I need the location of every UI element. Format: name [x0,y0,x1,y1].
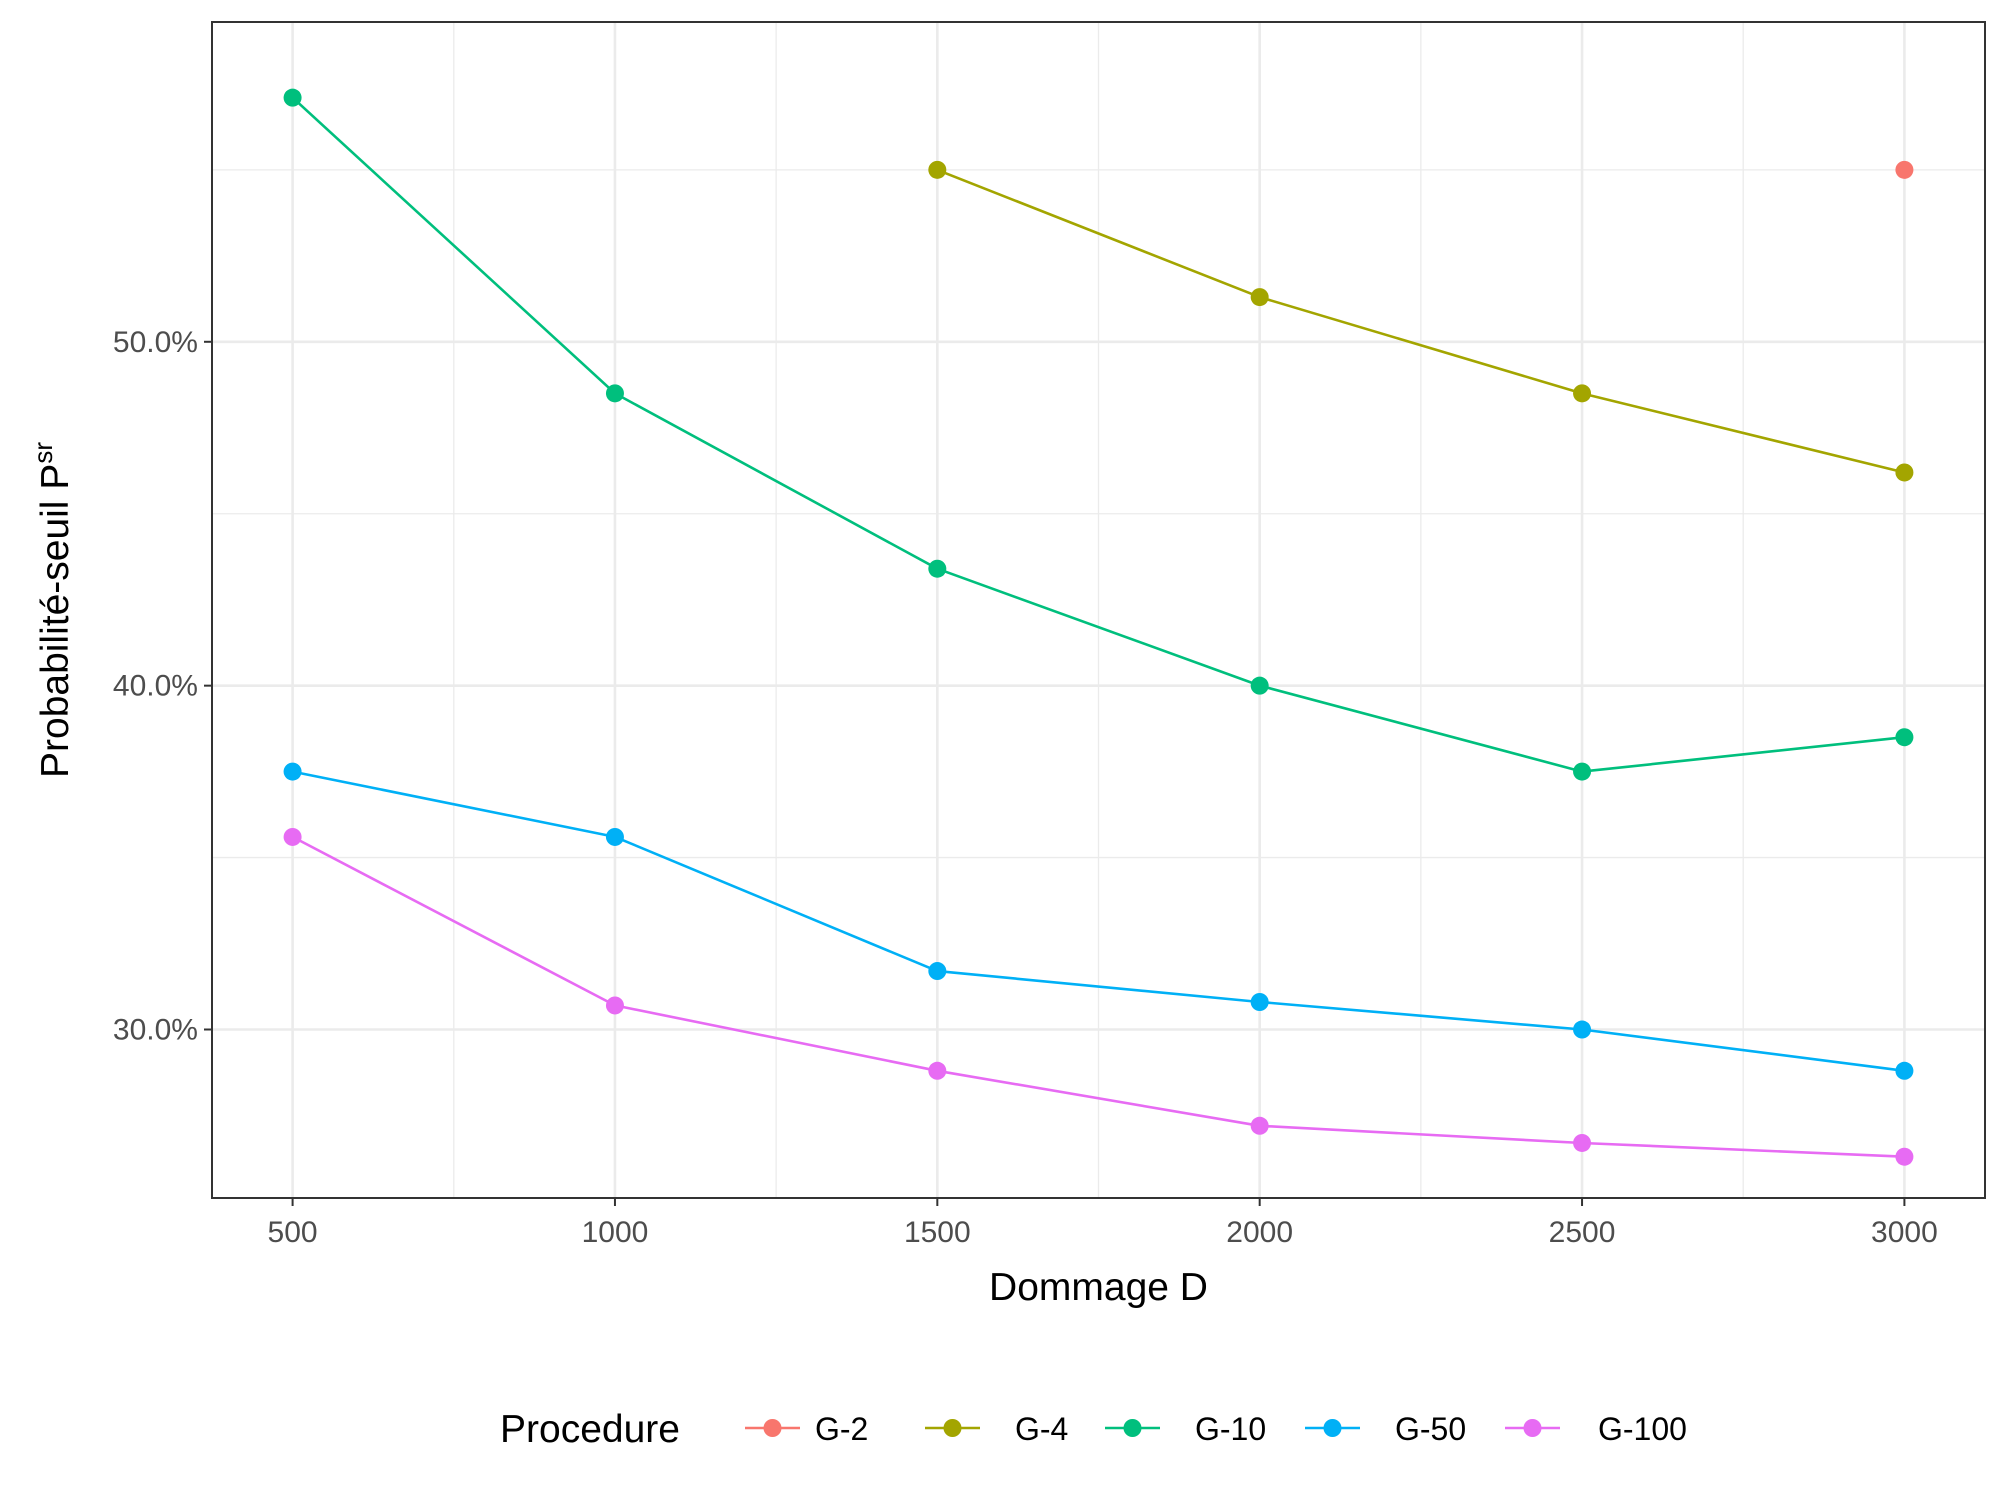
legend-item-g-4: G-4 [925,1411,1068,1447]
legend-key-point [943,1419,962,1437]
data-point [928,1061,947,1080]
y-tick-label: 50.0% [113,326,198,359]
legend-key-point [763,1419,782,1437]
x-tick-label: 2000 [1226,1216,1293,1249]
data-point [1895,728,1914,747]
data-point [928,559,947,578]
x-tick-label: 3000 [1871,1216,1938,1249]
data-point [283,827,302,846]
legend-label: G-2 [815,1411,868,1447]
legend-label: G-50 [1395,1411,1466,1447]
series-g-100 [283,827,1914,1166]
y-tick-label: 30.0% [113,1014,198,1047]
plot-panel-border [211,21,1986,1199]
x-axis-title: Dommage D [989,1266,1208,1309]
data-point [1573,1020,1592,1039]
data-point [1573,384,1592,403]
legend-key-point [1323,1419,1342,1437]
series-layer [283,88,1914,1166]
data-point [1250,288,1269,307]
minor-gridlines [212,22,1985,1198]
x-tick-label: 500 [268,1216,318,1249]
series-line [936,168,1905,474]
series-line [291,96,1905,773]
legend-label: G-10 [1195,1411,1266,1447]
data-point [1250,993,1269,1011]
legend-item-g-10: G-10 [1105,1411,1266,1447]
data-point [1573,762,1592,781]
data-point [605,384,624,403]
y-axis-title: Probabilité-seuil Psr [28,442,77,778]
data-point [1895,1061,1914,1080]
legend-label: G-100 [1598,1411,1687,1447]
y-tick-label: 40.0% [113,670,198,703]
data-point [1250,1116,1269,1135]
x-axis-tick-labels: 500 1000 1500 2000 2500 3000 [268,1216,1938,1249]
data-point [1895,160,1914,179]
data-point [1573,1133,1592,1152]
data-point [1250,676,1269,695]
y-axis-title-main: Probabilité-seuil P [34,464,77,778]
x-tick-label: 2500 [1549,1216,1616,1249]
data-point [1895,1147,1914,1166]
series-g-10 [283,88,1914,781]
data-point [1895,463,1914,482]
y-axis-tick-labels: 30.0% 40.0% 50.0% [113,326,198,1047]
series-line [292,770,1905,1073]
data-point [605,996,624,1015]
data-point [928,962,947,981]
x-tick-label: 1000 [582,1216,649,1249]
data-point [283,762,302,781]
data-point [928,160,947,179]
legend-title: Procedure [500,1408,680,1451]
legend-key-point [1523,1419,1542,1437]
legend: Procedure G-2 G-4 G-10 G-50 G-100 [500,1408,1687,1451]
data-point [283,88,302,107]
series-g-2 [1895,160,1914,179]
legend-label: G-4 [1015,1411,1068,1447]
legend-item-g-50: G-50 [1305,1411,1466,1447]
legend-key-point [1123,1419,1142,1437]
series-g-50 [283,762,1914,1080]
x-tick-label: 1500 [904,1216,971,1249]
y-axis-title-superscript: sr [28,442,58,464]
legend-items: G-2 G-4 G-10 G-50 G-100 [745,1411,1687,1447]
series-line [291,835,1905,1158]
data-point [605,827,624,846]
axis-ticks [204,340,1906,1206]
series-g-4 [928,160,1914,482]
legend-item-g-100: G-100 [1505,1411,1687,1447]
legend-item-g-2: G-2 [745,1411,868,1447]
